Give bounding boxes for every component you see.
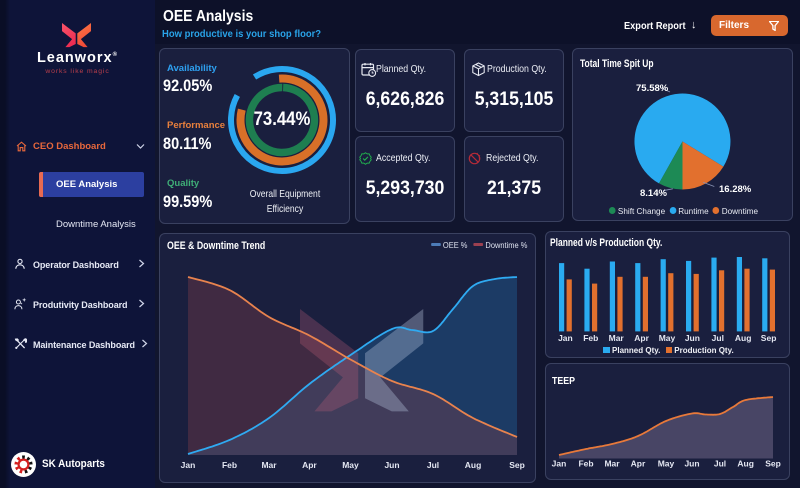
svg-text:Mar: Mar	[261, 460, 277, 470]
svg-text:Jun: Jun	[685, 333, 700, 343]
svg-text:Jan: Jan	[552, 459, 567, 469]
svg-text:Jul: Jul	[714, 459, 726, 469]
svg-text:May: May	[659, 333, 676, 343]
svg-text:Sep: Sep	[509, 460, 525, 470]
svg-text:Mar: Mar	[604, 459, 620, 469]
svg-text:Aug: Aug	[465, 460, 482, 470]
svg-text:Aug: Aug	[737, 459, 754, 469]
svg-text:Mar: Mar	[609, 333, 625, 343]
svg-text:Apr: Apr	[631, 459, 646, 469]
svg-text:Apr: Apr	[302, 460, 317, 470]
svg-text:Sep: Sep	[761, 333, 777, 343]
svg-text:Apr: Apr	[634, 333, 649, 343]
svg-text:Feb: Feb	[583, 333, 598, 343]
svg-text:Jul: Jul	[712, 333, 724, 343]
svg-text:Jun: Jun	[684, 459, 699, 469]
svg-text:Jul: Jul	[427, 460, 439, 470]
svg-text:May: May	[658, 459, 675, 469]
svg-text:Sep: Sep	[765, 459, 781, 469]
svg-text:Jan: Jan	[181, 460, 196, 470]
svg-text:Feb: Feb	[222, 460, 237, 470]
svg-text:Jun: Jun	[384, 460, 399, 470]
svg-text:Jan: Jan	[558, 333, 573, 343]
svg-text:May: May	[342, 460, 359, 470]
svg-text:Aug: Aug	[735, 333, 752, 343]
svg-text:Feb: Feb	[578, 459, 593, 469]
